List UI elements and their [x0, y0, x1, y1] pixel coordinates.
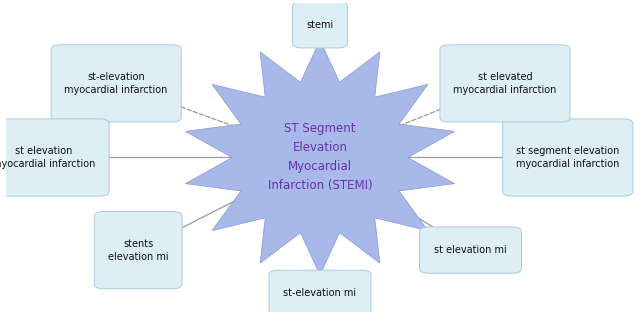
Text: st segment elevation
myocardial infarction: st segment elevation myocardial infarcti…	[516, 146, 620, 169]
FancyBboxPatch shape	[269, 270, 371, 315]
Text: st elevation
myocardial infarction: st elevation myocardial infarction	[0, 146, 96, 169]
Polygon shape	[186, 40, 454, 275]
Text: stemi: stemi	[307, 20, 333, 30]
FancyBboxPatch shape	[51, 45, 181, 122]
FancyBboxPatch shape	[502, 119, 633, 196]
Text: st elevation mi: st elevation mi	[434, 245, 507, 255]
FancyBboxPatch shape	[0, 119, 109, 196]
FancyBboxPatch shape	[94, 212, 182, 289]
Text: stents
elevation mi: stents elevation mi	[108, 238, 168, 262]
FancyBboxPatch shape	[420, 227, 522, 273]
Text: ST Segment
Elevation
Myocardial
Infarction (STEMI): ST Segment Elevation Myocardial Infarcti…	[268, 123, 372, 192]
Text: st-elevation mi: st-elevation mi	[284, 288, 356, 298]
FancyBboxPatch shape	[440, 45, 570, 122]
Text: st elevated
myocardial infarction: st elevated myocardial infarction	[453, 72, 557, 95]
Text: st-elevation
myocardial infarction: st-elevation myocardial infarction	[65, 72, 168, 95]
FancyBboxPatch shape	[292, 2, 348, 48]
